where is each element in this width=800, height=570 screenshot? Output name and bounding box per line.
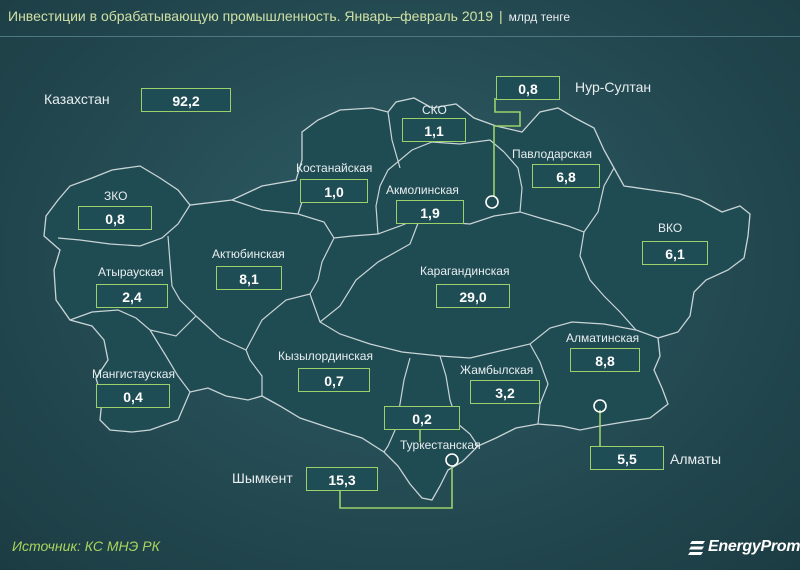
country-label: Казахстан: [44, 91, 110, 107]
header-bar: Инвестиции в обрабатывающую промышленнос…: [0, 0, 800, 37]
atyrau-label: Атырауская: [98, 265, 164, 279]
almaty-region-value: 8,8: [570, 348, 640, 372]
shymkent-label: Шымкент: [232, 470, 293, 486]
country-value: 92,2: [141, 88, 231, 112]
shymkent-marker: [445, 453, 459, 467]
zhambyl-label: Жамбылская: [460, 363, 534, 377]
akmola-label: Акмолинская: [386, 183, 459, 197]
atyrau-value: 2,4: [96, 284, 168, 308]
karaganda-value: 29,0: [436, 284, 510, 308]
chart-title: Инвестиции в обрабатывающую промышленнос…: [8, 8, 493, 24]
aktobe-label: Актюбинская: [212, 247, 285, 261]
source-note: Источник: КС МНЭ РК: [12, 538, 160, 554]
turkestan-value: 0,2: [384, 406, 460, 430]
aktobe-value: 8,1: [216, 266, 282, 290]
unit-label: млрд тенге: [508, 10, 571, 24]
nur-sultan-value: 0,8: [496, 76, 560, 100]
karaganda-label: Карагандинская: [420, 264, 510, 278]
sko-value: 1,1: [402, 118, 466, 142]
kyzylorda-value: 0,7: [298, 368, 370, 392]
turkestan-label: Туркестанская: [400, 438, 481, 452]
energyprom-logo-icon: [688, 541, 705, 555]
almaty-label: Алматы: [670, 451, 722, 467]
akmola-value: 1,9: [396, 200, 464, 224]
shymkent-leader: [339, 466, 453, 509]
logo-text: EnergyProm: [708, 538, 800, 555]
mangistau-label: Мангистауская: [92, 367, 175, 381]
almaty-marker: [593, 399, 607, 413]
pavlodar-value: 6,8: [532, 164, 600, 188]
pavlodar-label: Павлодарская: [512, 147, 592, 161]
kostanay-value: 1,0: [300, 179, 368, 203]
kyzylorda-label: Кызылординская: [278, 349, 373, 363]
title-separator: |: [498, 8, 503, 24]
zko-value: 0,8: [78, 206, 152, 230]
nur-sultan-leader: [493, 98, 521, 196]
mangistau-value: 0,4: [96, 384, 170, 408]
zko-label: ЗКО: [104, 189, 128, 203]
almaty-value: 5,5: [590, 446, 664, 470]
kostanay-label: Костанайская: [296, 161, 373, 175]
almaty-region-label: Алматинская: [566, 331, 640, 345]
nur-sultan-marker: [485, 195, 499, 209]
vko-value: 6,1: [642, 241, 708, 265]
sko-label: СКО: [422, 103, 447, 117]
vko-label: ВКО: [658, 221, 683, 235]
country-outline: [43, 97, 751, 501]
zhambyl-value: 3,2: [470, 380, 540, 404]
nur-sultan-label: Нур-Султан: [575, 79, 652, 95]
shymkent-value: 15,3: [306, 467, 378, 491]
chart-title-line: Инвестиции в обрабатывающую промышленнос…: [8, 8, 570, 24]
